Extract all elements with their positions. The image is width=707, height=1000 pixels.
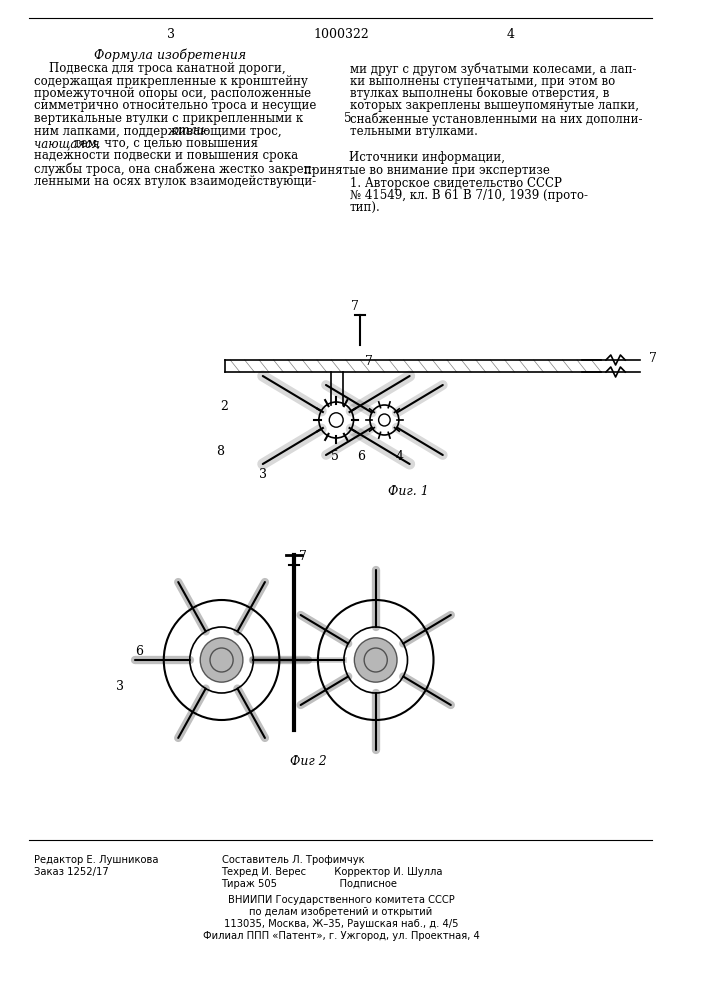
Text: Техред И. Верес         Корректор И. Шулла: Техред И. Верес Корректор И. Шулла [221, 867, 443, 877]
Text: 3: 3 [116, 680, 124, 693]
Text: втулках выполнены боковые отверстия, в: втулках выполнены боковые отверстия, в [350, 87, 609, 101]
Text: чающаяся: чающаяся [34, 137, 103, 150]
Text: надежности подвески и повышения срока: надежности подвески и повышения срока [34, 149, 298, 162]
Text: промежуточной опоры оси, расположенные: промежуточной опоры оси, расположенные [34, 87, 311, 100]
Text: 8: 8 [216, 445, 224, 458]
Text: симметрично относительно троса и несущие: симметрично относительно троса и несущие [34, 100, 316, 112]
Circle shape [200, 638, 243, 682]
Text: Заказ 1252/17: Заказ 1252/17 [34, 867, 108, 877]
Text: Фиг 2: Фиг 2 [290, 755, 327, 768]
Text: Составитель Л. Трофимчук: Составитель Л. Трофимчук [221, 855, 364, 865]
Text: 5: 5 [344, 112, 351, 125]
Text: которых закреплены вышеупомянутые лапки,: которых закреплены вышеупомянутые лапки, [350, 100, 638, 112]
Text: 6: 6 [358, 450, 366, 463]
Text: 6: 6 [135, 645, 143, 658]
Text: службы троса, она снабжена жестко закреп-: службы троса, она снабжена жестко закреп… [34, 162, 315, 176]
Text: 3: 3 [167, 28, 175, 41]
Text: тип).: тип). [350, 202, 380, 215]
Text: 7: 7 [351, 300, 358, 313]
Text: 4: 4 [396, 450, 404, 463]
Text: ки выполнены ступенчатыми, при этом во: ки выполнены ступенчатыми, при этом во [350, 75, 615, 88]
Text: ВНИИПИ Государственного комитета СССР: ВНИИПИ Государственного комитета СССР [228, 895, 455, 905]
Text: Формула изобретения: Формула изобретения [95, 48, 247, 62]
Text: 113035, Москва, Ж–35, Раушская наб., д. 4/5: 113035, Москва, Ж–35, Раушская наб., д. … [224, 919, 458, 929]
Text: Подвеска для троса канатной дороги,: Подвеска для троса канатной дороги, [34, 62, 286, 75]
Text: Редактор Е. Лушникова: Редактор Е. Лушникова [34, 855, 158, 865]
Text: Тираж 505                    Подписное: Тираж 505 Подписное [221, 879, 397, 889]
Text: отли-: отли- [172, 124, 209, 137]
Text: 1000322: 1000322 [313, 28, 369, 41]
Text: 2: 2 [221, 400, 228, 413]
Text: 7: 7 [365, 355, 373, 368]
Text: Филиал ППП «Патент», г. Ужгород, ул. Проектная, 4: Филиал ППП «Патент», г. Ужгород, ул. Про… [203, 931, 479, 941]
Text: 3: 3 [259, 468, 267, 481]
Circle shape [354, 638, 397, 682]
Text: 7: 7 [298, 550, 307, 563]
Text: по делам изобретений и открытий: по делам изобретений и открытий [250, 907, 433, 917]
Text: ми друг с другом зубчатыми колесами, а лап-: ми друг с другом зубчатыми колесами, а л… [350, 62, 636, 76]
Text: принятые во внимание при экспертизе: принятые во внимание при экспертизе [304, 164, 550, 177]
Text: вертикальные втулки с прикрепленными к: вертикальные втулки с прикрепленными к [34, 112, 303, 125]
Text: содержащая прикрепленные к кронштейну: содержащая прикрепленные к кронштейну [34, 75, 308, 88]
Text: 1. Авторское свидетельство СССР: 1. Авторское свидетельство СССР [350, 176, 561, 190]
Text: № 41549, кл. В 61 В 7/10, 1939 (прото-: № 41549, кл. В 61 В 7/10, 1939 (прото- [350, 189, 588, 202]
Text: 4: 4 [507, 28, 515, 41]
Text: ним лапками, поддерживающими трос,: ним лапками, поддерживающими трос, [34, 124, 285, 137]
Text: 7: 7 [649, 352, 658, 365]
Text: 5: 5 [332, 450, 339, 463]
Text: ленными на осях втулок взаимодействующи-: ленными на осях втулок взаимодействующи- [34, 174, 316, 188]
Text: снабженные установленными на них дополни-: снабженные установленными на них дополни… [350, 112, 642, 125]
Text: тем, что, с целью повышения: тем, что, с целью повышения [74, 137, 259, 150]
Text: Фиг. 1: Фиг. 1 [388, 485, 429, 498]
Text: тельными втулками.: тельными втулками. [350, 124, 477, 137]
Text: Источники информации,: Источники информации, [349, 151, 505, 164]
